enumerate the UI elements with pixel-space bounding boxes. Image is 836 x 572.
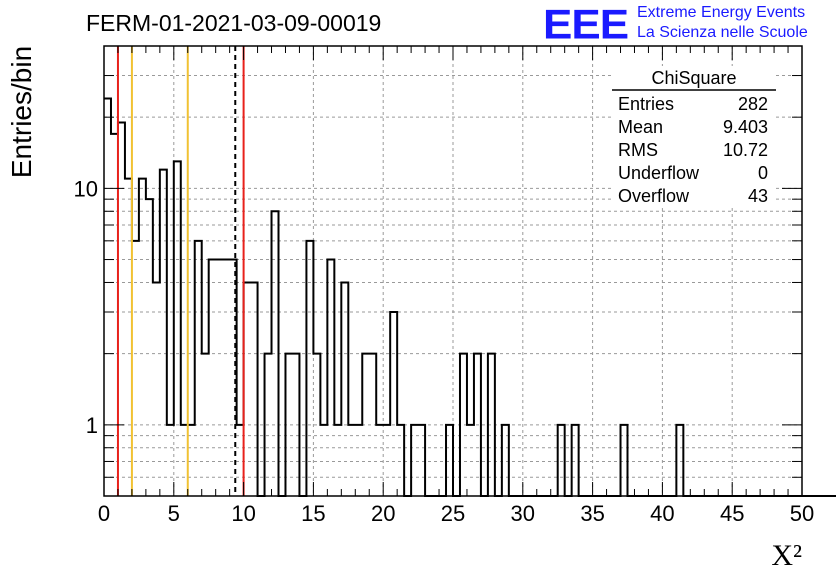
stats-row-value: 9.403: [723, 117, 768, 137]
chart-title: FERM-01-2021-03-09-00019: [86, 10, 381, 36]
logo-line-1: Extreme Energy Events: [637, 4, 806, 21]
stats-row-label: Entries: [618, 94, 674, 114]
stats-row-label: Overflow: [618, 186, 690, 206]
stats-row-value: 282: [738, 94, 768, 114]
logo-line-2: La Scienza nelle Scuole: [637, 24, 808, 41]
x-tick-label: 50: [790, 501, 814, 526]
x-tick-label: 5: [168, 501, 180, 526]
x-tick-label: 45: [720, 501, 744, 526]
x-tick-label: 25: [441, 501, 465, 526]
stats-title: ChiSquare: [651, 68, 736, 88]
y-tick-label: 10: [74, 176, 98, 201]
x-tick-label: 30: [511, 501, 535, 526]
y-axis-label: Entries/bin: [6, 46, 37, 178]
x-tick-label: 35: [580, 501, 604, 526]
stats-box: ChiSquare Entries 282 Mean 9.403 RMS 10.72 Unde…: [612, 66, 776, 208]
stats-row-value: 10.72: [723, 140, 768, 160]
x-tick-label: 0: [98, 501, 110, 526]
x-tick-label: 10: [231, 501, 255, 526]
stats-row-label: RMS: [618, 140, 658, 160]
x-tick-label: 20: [371, 501, 395, 526]
marker-lines: [116, 46, 245, 496]
x-tick-label: 15: [301, 501, 325, 526]
stats-row-value: 0: [758, 163, 768, 183]
x-axis-label: X²: [771, 539, 802, 572]
stats-row-value: 43: [748, 186, 768, 206]
y-tick-label: 1: [86, 413, 98, 438]
x-tick-label: 40: [650, 501, 674, 526]
axes: 0 5 10 15 20 25 30 35 40 45 50 1 10: [74, 45, 814, 526]
logo-mark: EEE: [543, 1, 629, 48]
stats-row-label: Mean: [618, 117, 663, 137]
stats-row-label: Underflow: [618, 163, 700, 183]
